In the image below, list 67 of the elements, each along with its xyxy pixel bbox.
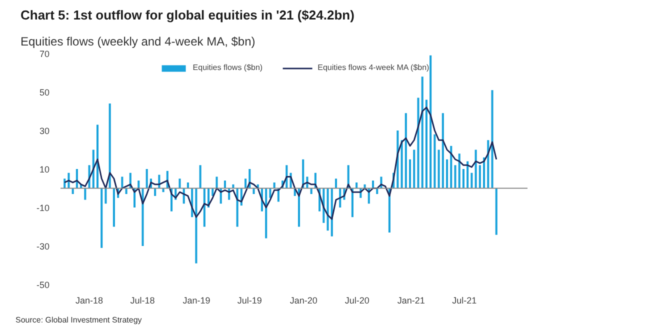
bar bbox=[454, 165, 456, 188]
y-tick-label: 10 bbox=[39, 164, 50, 174]
bar bbox=[121, 176, 124, 188]
bar bbox=[404, 113, 407, 188]
bar bbox=[434, 134, 436, 188]
bar bbox=[430, 55, 432, 188]
bar bbox=[244, 178, 247, 188]
bar bbox=[224, 180, 226, 188]
line-series bbox=[64, 106, 498, 220]
bar bbox=[438, 150, 440, 188]
x-tick-label: Jul-19 bbox=[237, 296, 262, 306]
bar bbox=[491, 90, 494, 188]
bar bbox=[100, 188, 103, 248]
bar bbox=[417, 98, 420, 188]
bar bbox=[470, 172, 473, 188]
x-tick-label: Jan-21 bbox=[397, 296, 425, 306]
bar bbox=[146, 169, 148, 188]
bar bbox=[203, 188, 206, 227]
bar bbox=[356, 182, 358, 188]
bar bbox=[326, 188, 329, 231]
chart-subtitle: Equities flows (weekly and 4-week MA, $bn) bbox=[20, 34, 256, 48]
x-tick-label: Jan-19 bbox=[182, 296, 210, 306]
y-tick-label: -10 bbox=[36, 203, 50, 213]
bar bbox=[478, 165, 481, 188]
bar bbox=[334, 178, 338, 188]
source-note: Source: Global Investment Strategy bbox=[16, 316, 142, 324]
y-tick-label: 70 bbox=[39, 49, 50, 59]
y-tick-label: -50 bbox=[36, 280, 50, 290]
bar bbox=[466, 161, 469, 188]
bar bbox=[442, 113, 444, 188]
bar bbox=[495, 188, 498, 235]
bar bbox=[450, 146, 452, 188]
legend-label: Equities flows ($bn) bbox=[192, 63, 263, 72]
x-tick-label: Jul-21 bbox=[452, 296, 477, 306]
bar bbox=[84, 188, 86, 200]
x-tick-label: Jan-18 bbox=[76, 296, 104, 306]
bar bbox=[104, 188, 107, 204]
chart-title: Chart 5: 1st outflow for global equities in '21 ($24.2bn) bbox=[20, 8, 354, 22]
bar bbox=[195, 188, 198, 264]
bar bbox=[408, 159, 412, 188]
bar bbox=[421, 76, 424, 188]
bar bbox=[138, 180, 140, 188]
x-tick-label: Jul-18 bbox=[130, 296, 155, 306]
bar bbox=[400, 140, 403, 188]
bar bbox=[236, 188, 238, 227]
bar bbox=[108, 104, 111, 188]
bar bbox=[178, 178, 181, 188]
bar bbox=[413, 150, 416, 188]
bar bbox=[474, 150, 477, 188]
y-tick-label: -30 bbox=[36, 242, 50, 252]
bar bbox=[186, 182, 189, 188]
bar bbox=[446, 159, 448, 188]
x-tick-label: Jan-20 bbox=[290, 296, 318, 306]
x-tick-label: Jul-20 bbox=[344, 296, 370, 306]
bar bbox=[425, 100, 428, 188]
bar bbox=[112, 188, 115, 227]
y-tick-label: 50 bbox=[39, 88, 50, 98]
bar bbox=[199, 165, 202, 188]
legend-label: Equities flows 4-week MA ($bn) bbox=[318, 63, 430, 72]
bar bbox=[462, 169, 464, 188]
y-tick-label: 30 bbox=[39, 126, 50, 136]
bar bbox=[142, 188, 144, 246]
bar bbox=[458, 154, 460, 188]
bar bbox=[216, 176, 218, 188]
bar bbox=[96, 124, 99, 188]
bar bbox=[265, 188, 268, 238]
bar bbox=[273, 182, 276, 188]
